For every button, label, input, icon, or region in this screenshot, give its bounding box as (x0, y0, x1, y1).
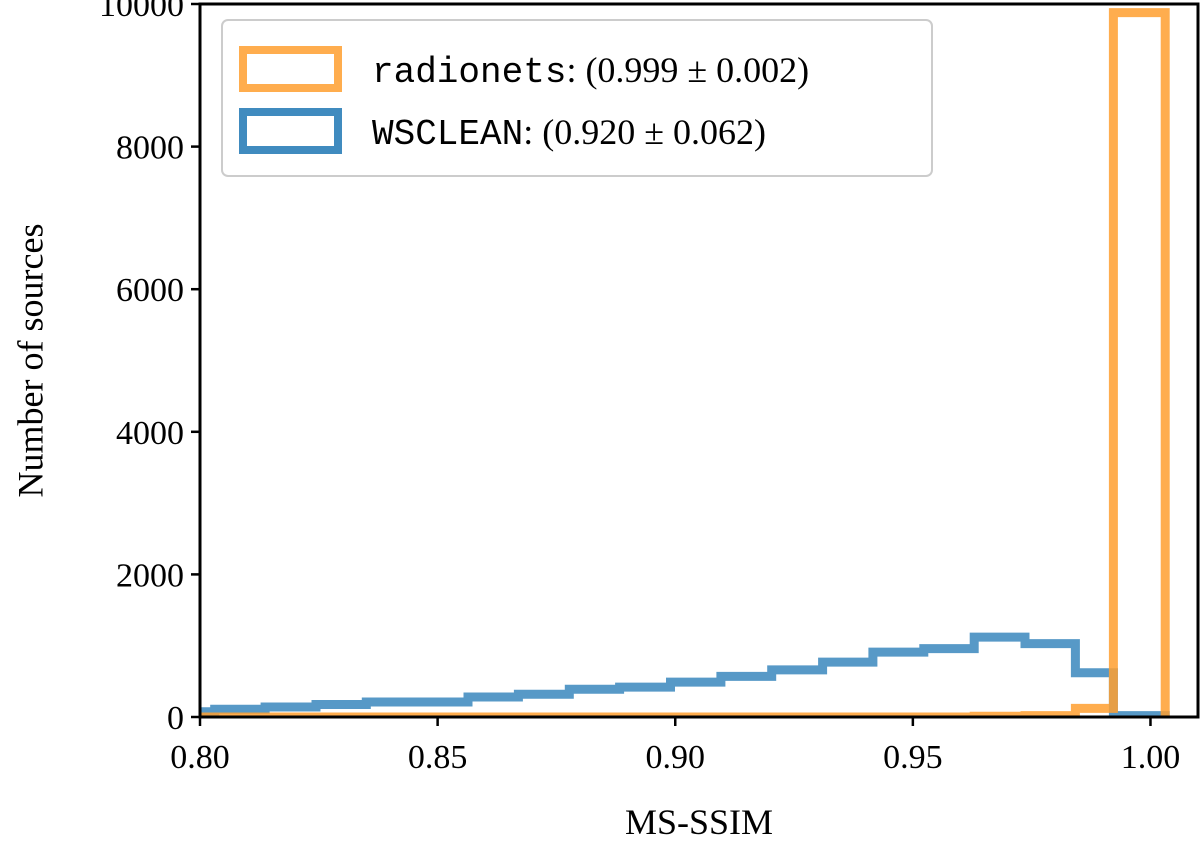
y-tick-label: 2000 (116, 557, 184, 594)
histogram-radionets-step (200, 8, 1170, 717)
y-axis-label: Number of sources (11, 224, 51, 498)
y-tick-label: 8000 (116, 130, 184, 167)
legend-label-radionets: radionets: (0.999 ± 0.002) (372, 50, 809, 93)
legend-swatch-radionets (239, 46, 342, 92)
ticks-layer: 0.80 0.85 0.90 0.95 1.00 0 2000 4000 6000 8000 100… (99, 0, 1180, 776)
y-tick-label: 4000 (116, 415, 184, 452)
plot-frame (198, 2, 1200, 719)
legend-swatch-wsclean (239, 108, 342, 154)
legend-box (221, 19, 933, 177)
y-tick-label: 10000 (99, 0, 184, 24)
x-tick-label: 0.90 (645, 739, 705, 776)
legend: radionets: (0.999 ± 0.002) WSCLEAN: (0.92… (221, 19, 933, 177)
legend-label-wsclean: WSCLEAN: (0.920 ± 0.062) (372, 112, 766, 155)
x-tick-label: 0.80 (170, 739, 230, 776)
y-tick-label: 0 (167, 700, 184, 737)
x-tick-label: 1.00 (1121, 739, 1181, 776)
x-tick-label: 0.95 (883, 739, 943, 776)
histogram-layer (200, 8, 1170, 717)
x-tick-label: 0.85 (408, 739, 468, 776)
x-axis-label: MS-SSIM (625, 802, 773, 842)
histogram-wsclean-step (200, 632, 1170, 717)
y-tick-label: 6000 (116, 272, 184, 309)
